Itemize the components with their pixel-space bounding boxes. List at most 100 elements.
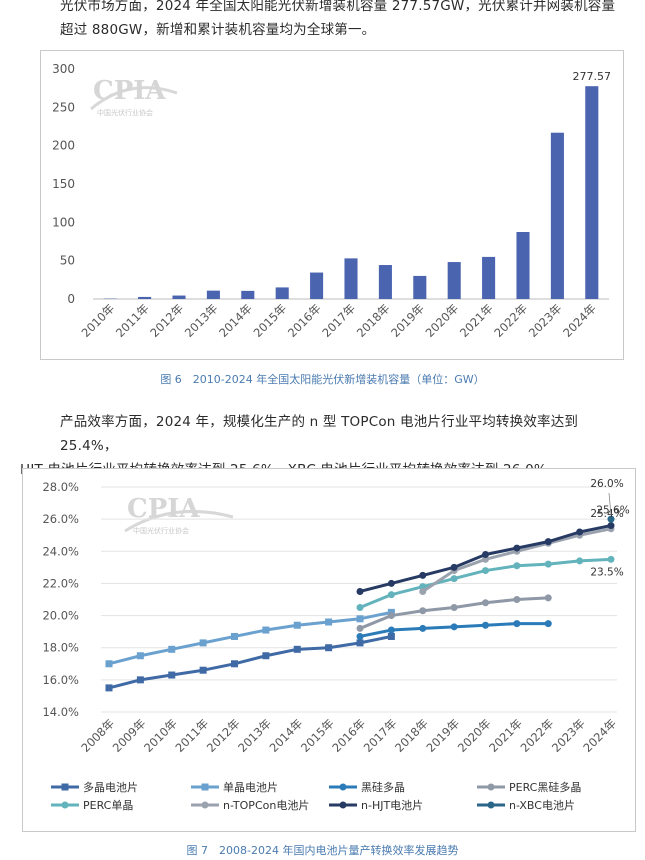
x-tick-label: 2011年 (113, 301, 152, 340)
y-tick-label: 24.0% (42, 544, 79, 558)
series-line-单晶电池片 (108, 610, 392, 666)
y-tick-label: 300 (52, 62, 75, 76)
series-point-n-HJT电池片 (387, 579, 395, 587)
series-point-PERC单晶 (607, 555, 615, 563)
series-point-多晶电池片 (293, 645, 301, 653)
figure-6-caption: 图 6 2010-2024 年全国太阳能光伏新增装机容量（单位：GW） (160, 373, 485, 386)
series-point-PERC黑硅多晶 (356, 624, 364, 632)
series-point-单晶电池片 (262, 626, 270, 634)
x-tick-label: 2024年 (560, 301, 599, 340)
y-tick-label: 26.0% (42, 512, 79, 526)
x-tick-label: 2022年 (491, 301, 530, 340)
annotation-label: 23.5% (590, 566, 623, 578)
logo-subtitle: 中国光伏行业协会 (97, 108, 153, 117)
y-tick-label: 150 (52, 177, 75, 191)
series-point-黑硅多晶 (544, 620, 552, 628)
x-tick-label: 2016年 (285, 301, 324, 340)
bar-chart: CPIA 中国光伏行业协会 0501001502002503002010年201… (52, 62, 612, 340)
x-tick-label: 2015年 (298, 716, 337, 755)
bar-2017年 (344, 258, 358, 299)
bar-2023年 (550, 132, 564, 299)
series-point-n-HJT电池片 (450, 563, 458, 571)
legend-label: n-XBC电池片 (509, 799, 575, 812)
y-tick-label: 22.0% (42, 576, 79, 590)
bar-2021年 (482, 256, 496, 299)
series-point-PERC黑硅多晶 (387, 612, 395, 620)
series-point-PERC黑硅多晶 (482, 599, 489, 607)
series-point-单晶电池片 (325, 618, 333, 626)
x-tick-label: 2020年 (423, 301, 462, 340)
x-tick-label: 2014年 (216, 301, 255, 340)
series-point-黑硅多晶 (419, 624, 427, 632)
series-point-PERC单晶 (450, 575, 458, 583)
series-point-PERC黑硅多晶 (419, 607, 427, 615)
series-point-PERC单晶 (356, 604, 364, 612)
annotation-label: 26.0% (590, 478, 623, 490)
legend-marker (201, 801, 209, 809)
series-line-多晶电池片 (108, 634, 392, 690)
series-point-黑硅多晶 (513, 620, 521, 628)
series-point-PERC单晶 (482, 567, 489, 575)
series-point-n-TOPCon电池片 (482, 555, 489, 563)
series-point-黑硅多晶 (356, 632, 364, 640)
efficiency-line-1: 产品效率方面，2024 年，规模化生产的 n 型 TOPCon 电池片行业平均转… (60, 414, 579, 454)
series-point-多晶电池片 (231, 660, 238, 668)
bar-2024年 (585, 86, 599, 299)
y-tick-label: 28.0% (42, 480, 79, 494)
series-point-黑硅多晶 (387, 626, 395, 634)
series-point-多晶电池片 (199, 666, 207, 674)
series-point-多晶电池片 (136, 676, 144, 684)
bar-2011年 (138, 296, 152, 299)
x-tick-label: 2017年 (361, 716, 400, 755)
legend-marker (339, 801, 347, 809)
x-tick-label: 2009年 (110, 716, 149, 755)
series-point-PERC单晶 (419, 583, 427, 591)
x-tick-label: 2019年 (388, 301, 427, 340)
x-tick-label: 2014年 (267, 716, 306, 755)
series-point-n-HJT电池片 (482, 551, 489, 558)
series-point-黑硅多晶 (450, 623, 458, 631)
line-chart-frame: CPIA 中国光伏行业协会 14.0% 16.0% 18.0% 20.0% 22.0% 2… (22, 468, 636, 832)
bar-2016年 (310, 272, 324, 299)
x-tick-label: 2012年 (147, 301, 186, 340)
y-tick-label: 50 (60, 254, 75, 268)
y-tick-label: 200 (52, 139, 75, 153)
x-tick-label: 2017年 (319, 301, 358, 340)
legend-marker (487, 801, 495, 809)
annotation-label: 25.6% (596, 505, 629, 517)
intro-paragraph: 光伏市场方面，2024 年全国太阳能光伏新增装机容量 277.57GW，光伏累计… (60, 0, 640, 42)
bar-chart-frame: CPIA 中国光伏行业协会 0 50 100 150 200 250 300 2010年 201… (40, 50, 624, 360)
x-tick-label: 2020年 (455, 716, 494, 755)
series-point-单晶电池片 (136, 652, 144, 660)
x-tick-label: 2021年 (486, 716, 525, 755)
series-point-n-HJT电池片 (419, 571, 427, 579)
series-point-单晶电池片 (168, 645, 176, 653)
legend-marker (61, 783, 69, 791)
bar-2013年 (206, 290, 220, 299)
bar-2015年 (275, 287, 289, 299)
series-point-n-HJT电池片 (544, 538, 552, 546)
legend-label: n-HJT电池片 (361, 799, 423, 812)
series-point-PERC单晶 (513, 562, 521, 570)
legend-label: 多晶电池片 (83, 780, 138, 794)
y-tick-label: 250 (52, 100, 75, 114)
series-point-n-XBC电池片 (607, 515, 615, 523)
series-point-n-HJT电池片 (576, 528, 584, 536)
series-point-多晶电池片 (356, 639, 364, 647)
series-point-黑硅多晶 (482, 621, 489, 629)
legend-marker (339, 783, 347, 791)
bar-2018年 (378, 265, 392, 299)
series-point-多晶电池片 (325, 644, 333, 652)
series-point-n-HJT电池片 (513, 544, 521, 552)
series-point-单晶电池片 (199, 639, 207, 647)
x-tick-label: 2010年 (141, 716, 180, 755)
y-tick-label: 20.0% (42, 609, 79, 623)
bar-2019年 (413, 275, 427, 299)
legend-label: 单晶电池片 (223, 781, 278, 794)
series-point-单晶电池片 (293, 621, 301, 629)
y-tick-label: 16.0% (42, 673, 79, 687)
bar-data-label: 277.57 (573, 70, 612, 83)
series-point-PERC单晶 (544, 560, 552, 568)
legend-label: PERC黑硅多晶 (509, 780, 581, 794)
legend-marker (201, 783, 209, 791)
